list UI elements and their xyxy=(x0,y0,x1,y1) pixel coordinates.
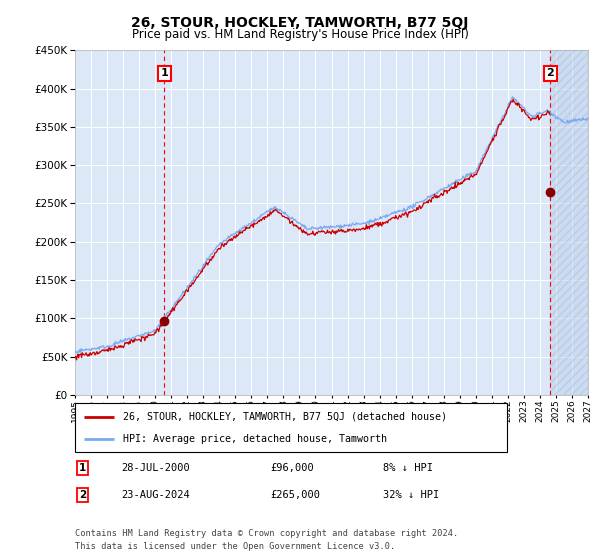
FancyBboxPatch shape xyxy=(75,403,507,452)
Text: 1: 1 xyxy=(79,463,86,473)
Text: 8% ↓ HPI: 8% ↓ HPI xyxy=(383,463,433,473)
Text: 32% ↓ HPI: 32% ↓ HPI xyxy=(383,490,439,500)
Text: 23-AUG-2024: 23-AUG-2024 xyxy=(121,490,190,500)
Text: £96,000: £96,000 xyxy=(270,463,314,473)
Text: Price paid vs. HM Land Registry's House Price Index (HPI): Price paid vs. HM Land Registry's House … xyxy=(131,28,469,41)
Text: £265,000: £265,000 xyxy=(270,490,320,500)
Text: 1: 1 xyxy=(160,68,168,78)
Text: HPI: Average price, detached house, Tamworth: HPI: Average price, detached house, Tamw… xyxy=(122,434,386,444)
Text: 2: 2 xyxy=(546,68,554,78)
Text: Contains HM Land Registry data © Crown copyright and database right 2024.: Contains HM Land Registry data © Crown c… xyxy=(75,529,458,538)
Text: This data is licensed under the Open Government Licence v3.0.: This data is licensed under the Open Gov… xyxy=(75,542,395,550)
Text: 2: 2 xyxy=(79,490,86,500)
Text: 26, STOUR, HOCKLEY, TAMWORTH, B77 5QJ: 26, STOUR, HOCKLEY, TAMWORTH, B77 5QJ xyxy=(131,16,469,30)
Text: 26, STOUR, HOCKLEY, TAMWORTH, B77 5QJ (detached house): 26, STOUR, HOCKLEY, TAMWORTH, B77 5QJ (d… xyxy=(122,412,446,422)
Text: 28-JUL-2000: 28-JUL-2000 xyxy=(121,463,190,473)
